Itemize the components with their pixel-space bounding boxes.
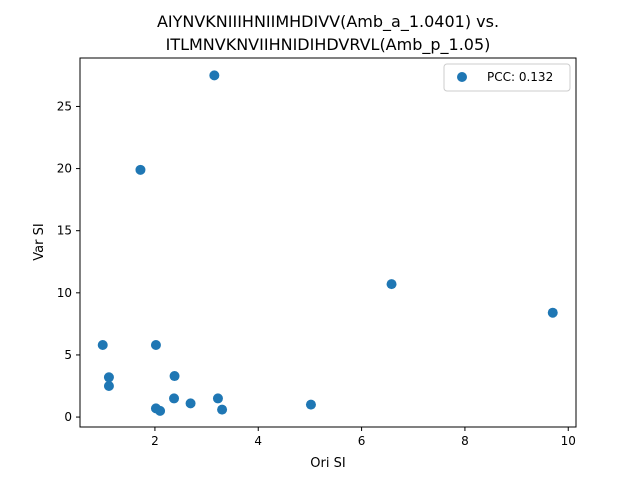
x-tick-label: 10	[561, 434, 576, 448]
data-point	[305, 399, 316, 410]
x-axis-label: Ori SI	[310, 456, 345, 471]
data-point	[185, 398, 196, 409]
legend-box	[443, 63, 571, 92]
data-point	[547, 307, 558, 318]
data-point	[103, 381, 114, 391]
y-axis-label: Var SI	[32, 223, 47, 260]
plot-frame	[79, 57, 577, 428]
y-tick-label: 5	[64, 348, 72, 362]
x-tick-label: 4	[254, 434, 262, 448]
data-point	[150, 340, 161, 350]
chart-title-line-1: AIYNVKNIIIHNIIMHDIVV(Amb_a_1.0401) vs.	[157, 12, 499, 32]
x-tick-label: 8	[461, 434, 469, 448]
data-point	[155, 405, 166, 416]
y-tick-label: 20	[57, 162, 72, 176]
data-points	[97, 70, 558, 416]
y-tick-label: 10	[57, 286, 72, 300]
y-tick-label: 0	[64, 410, 72, 424]
data-point	[217, 404, 228, 415]
data-point	[212, 393, 223, 404]
y-tick-label: 25	[57, 99, 72, 113]
axis-ticks: 2 4 6 8 10 0 5 10 15 20 25	[57, 99, 576, 448]
data-point	[97, 340, 108, 350]
x-tick-label: 6	[358, 434, 366, 448]
data-point	[169, 393, 180, 404]
legend-marker	[457, 72, 467, 82]
data-point	[209, 70, 220, 81]
chart-title-line-2: ITLMNVKNVIIHNIDIHDVRVL(Amb_p_1.05)	[166, 35, 491, 55]
data-point	[169, 371, 180, 382]
data-point	[386, 279, 397, 290]
legend-label: PCC: 0.132	[487, 70, 553, 84]
x-tick-label: 2	[151, 434, 159, 448]
legend: PCC: 0.132	[443, 63, 571, 92]
data-point	[135, 164, 146, 175]
y-tick-label: 15	[57, 224, 72, 238]
data-point	[103, 372, 114, 383]
